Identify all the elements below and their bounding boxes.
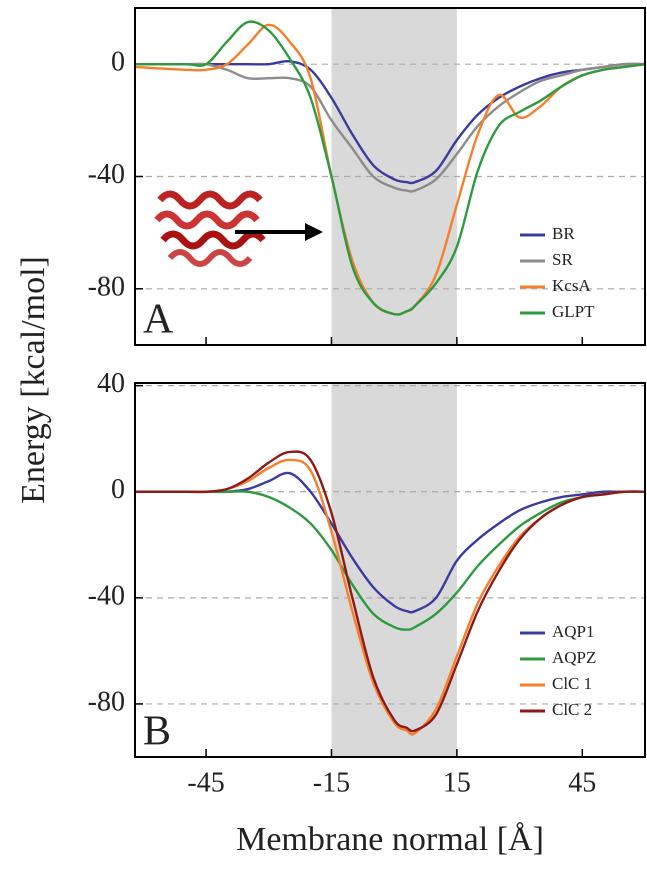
x-tick-label: 15: [443, 767, 471, 798]
line-series: [135, 59, 646, 185]
legend-label: KcsA: [552, 276, 591, 295]
x-tick-label: -15: [313, 767, 350, 798]
y-tick-label: -80: [88, 271, 125, 302]
x-tick-label: 45: [568, 767, 596, 798]
line-series: [134, 450, 646, 733]
panel-label: B: [143, 709, 171, 755]
legend-label: AQPZ: [552, 648, 596, 667]
y-axis-label: Energy [kcal/mol]: [15, 256, 52, 504]
line-series: [134, 490, 646, 631]
y-tick-label: 0: [111, 47, 125, 78]
axes-frame: [134, 382, 646, 758]
line-series: [135, 20, 646, 316]
line-series: [135, 62, 646, 193]
legend-label: GLPT: [552, 302, 595, 321]
legend-label: SR: [552, 250, 573, 269]
line-series: [134, 471, 646, 614]
x-axis-label: Membrane normal [Å]: [236, 821, 544, 858]
protein-icon: [154, 190, 323, 267]
legend-label: AQP1: [552, 622, 595, 641]
y-tick-label: 40: [97, 368, 125, 399]
y-tick-label: -40: [88, 580, 125, 611]
legend-label: ClC 2: [552, 700, 592, 719]
panel-label: A: [143, 297, 174, 343]
axes-frame: [134, 7, 646, 346]
shaded-region: [331, 383, 457, 757]
legend-label: BR: [552, 224, 575, 243]
y-tick-label: -40: [88, 159, 125, 190]
y-tick-label: -80: [88, 686, 125, 717]
y-tick-label: 0: [111, 474, 125, 505]
x-tick-label: -45: [187, 767, 224, 798]
legend-label: ClC 1: [552, 674, 592, 693]
